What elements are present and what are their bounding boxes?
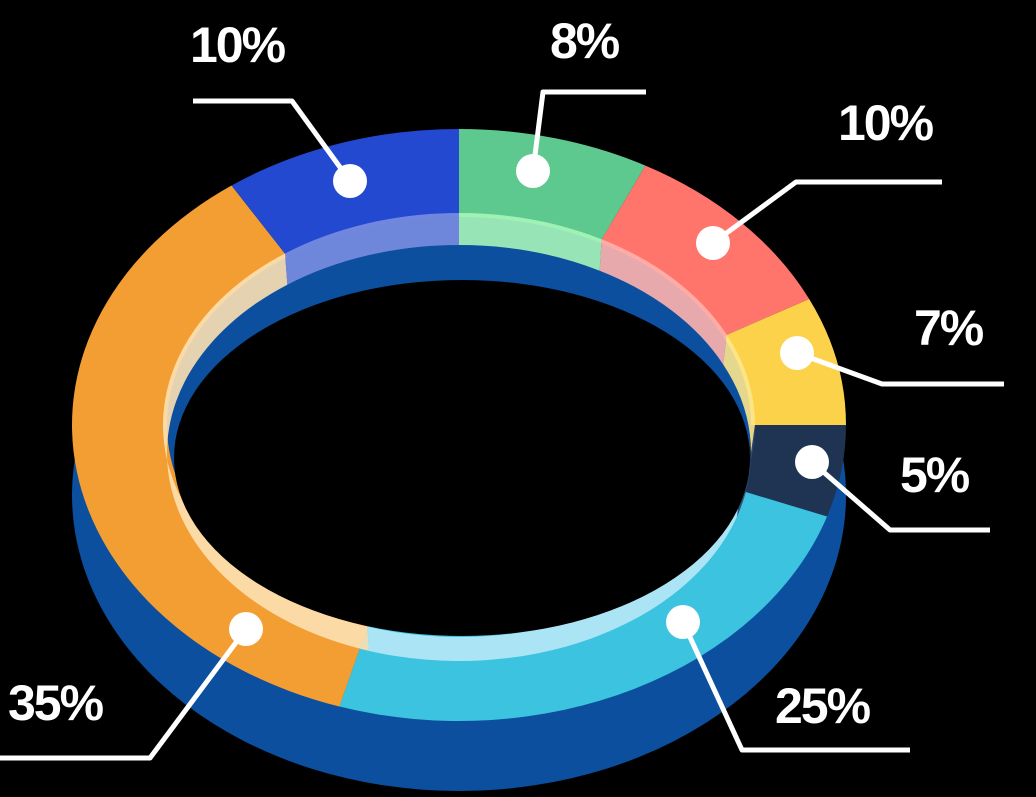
slice-6: [71, 185, 369, 707]
leader-lines: [0, 89, 1004, 761]
percent-label-3: 7%: [914, 300, 984, 356]
leader-line-6: [0, 627, 249, 761]
leader-line-4: [810, 460, 990, 533]
leader-line-1: [530, 89, 646, 172]
leader-line-3: [796, 350, 1004, 387]
leader-line-5: [680, 620, 910, 753]
percent-label-1: 8%: [550, 13, 620, 69]
slice-lip-3: [723, 334, 755, 453]
marker-dot-3: [780, 336, 814, 370]
leader-line-7: [193, 98, 353, 183]
leader-line-2: [711, 179, 942, 246]
marker-dot-2: [696, 226, 730, 260]
slice-lip-1: [459, 213, 602, 271]
marker-dots: [229, 154, 829, 646]
percent-label-5: 25%: [775, 678, 871, 734]
marker-dot-4: [795, 445, 829, 479]
percent-label-6: 35%: [8, 675, 104, 731]
slice-lip-6: [163, 253, 369, 651]
slice-1: [459, 129, 646, 243]
marker-dot-1: [516, 154, 550, 188]
marker-dot-5: [666, 605, 700, 639]
percent-label-7: 10%: [190, 17, 286, 73]
percent-label-4: 5%: [900, 447, 970, 503]
donut-inner-lips: [163, 213, 755, 661]
marker-dot-7: [333, 164, 367, 198]
donut-hole: [174, 280, 750, 636]
slice-lip-2: [599, 239, 727, 365]
marker-dot-6: [229, 612, 263, 646]
percent-labels: 8% 10% 7% 5% 25% 35% 10%: [5, 10, 989, 737]
percent-label-2: 10%: [838, 95, 934, 151]
slice-lip-5: [367, 490, 741, 661]
slice-lip-7: [285, 213, 459, 285]
